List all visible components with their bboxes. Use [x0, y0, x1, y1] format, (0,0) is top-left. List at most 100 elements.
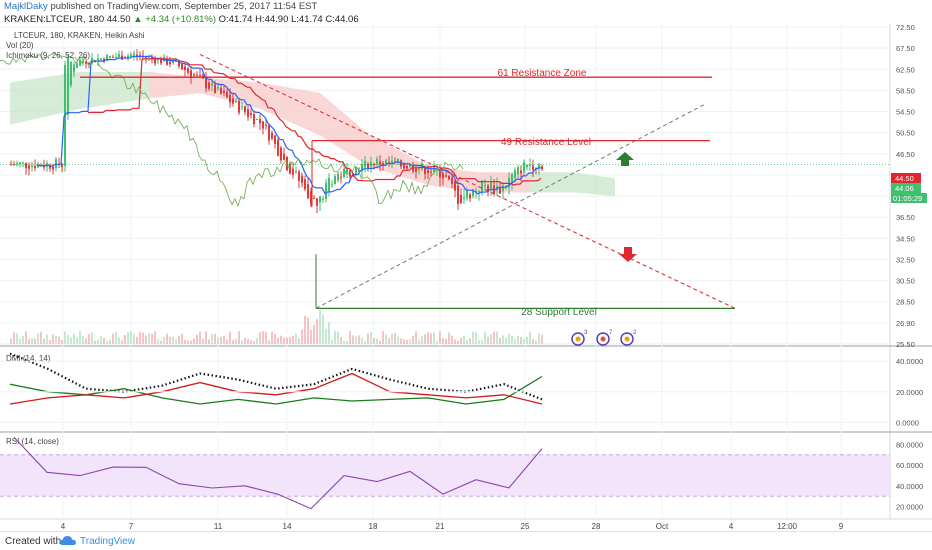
volume-bar [538, 333, 540, 344]
down-arrow-icon[interactable] [619, 247, 637, 262]
tradingview-brand-link[interactable]: TradingView [80, 536, 136, 547]
dmi-series-adx [9, 352, 543, 401]
price-tick-label: 58.50 [896, 86, 915, 95]
volume-bar [127, 331, 129, 344]
resistance-level-label[interactable]: 49 Resistance Level [501, 137, 591, 148]
support-level-label[interactable]: 28 Support Level [521, 307, 597, 318]
resistance-zone-label[interactable]: 61 Resistance Zone [498, 68, 587, 79]
volume-bar [289, 336, 291, 344]
volume-bar [169, 337, 171, 344]
up-arrow-icon[interactable] [616, 152, 634, 166]
volume-bar [157, 339, 159, 344]
candle-body [457, 185, 459, 204]
volume-bar [478, 340, 480, 344]
volume-bar [406, 339, 408, 344]
volume-bar [541, 334, 543, 344]
tradingview-logo-icon[interactable] [60, 535, 76, 547]
volume-bar [73, 333, 75, 344]
dmi-series-diplus [9, 375, 543, 405]
volume-bar [496, 331, 498, 344]
volume-bar [133, 334, 135, 344]
candle-body [232, 98, 234, 104]
volume-bar [301, 329, 303, 344]
rsi-band [0, 454, 890, 497]
volume-bar [325, 328, 327, 344]
volume-bar [217, 337, 219, 344]
publish-header: MajklDaky published on TradingView.com, … [4, 1, 317, 12]
rsi-axis[interactable]: 80.0000 60.0000 40.0000 20.0000 [896, 440, 923, 511]
candle-body [85, 61, 87, 64]
candle-body [451, 177, 453, 184]
price-tick-label: 46.50 [896, 150, 915, 159]
volume-bar [100, 336, 102, 344]
candle-body [412, 165, 414, 172]
chart-area[interactable]: 61 Resistance Zone 49 Resistance Level 2… [0, 24, 932, 531]
candle-body [223, 90, 225, 93]
volume-bar [97, 339, 99, 344]
volume-bar [499, 337, 501, 344]
time-axis[interactable]: 4 7 11 14 18 21 25 28 Oct 4 12:00 9 [61, 522, 844, 531]
volume-bar [448, 332, 450, 344]
candle-body [385, 160, 387, 165]
ichimoku-lines [0, 52, 542, 208]
volume-legend[interactable]: Vol (20) [6, 41, 34, 50]
dmi-legend[interactable]: DMI (14, 14) [6, 354, 51, 363]
candle-body [55, 159, 57, 169]
volume-bar [85, 338, 87, 344]
volume-bar [232, 340, 234, 344]
price-tick-label: 32.50 [896, 255, 915, 264]
candle-body [364, 160, 366, 168]
dmi-axis[interactable]: 40.0000 20.0000 0.0000 [0, 357, 923, 427]
rsi-series-line [13, 436, 543, 510]
candle-body [16, 163, 18, 165]
candle-body [403, 163, 405, 169]
time-tick-label: 4 [729, 522, 734, 531]
main-legend[interactable]: LTCEUR, 180, KRAKEN, Heikin Ashi [14, 31, 145, 40]
footer-bar: Created with TradingView [0, 531, 932, 550]
trend-drawings[interactable] [0, 54, 890, 309]
cloud-segment [320, 93, 370, 168]
candle-body [520, 170, 522, 174]
rsi-legend[interactable]: RSI (14, close) [6, 437, 59, 446]
volume-bar [424, 334, 426, 344]
volume-bar [88, 334, 90, 344]
event-badge-count: 7 [609, 330, 613, 336]
cloud-segment [150, 71, 200, 99]
event-badge[interactable]: 2 [620, 330, 637, 346]
volume-bar [271, 331, 273, 344]
cloud-segment [260, 82, 320, 136]
time-tick-label: 14 [283, 522, 292, 531]
candle-body [79, 60, 81, 66]
volume-bar [79, 331, 81, 344]
event-badge[interactable]: 3 [571, 330, 588, 346]
volume-bar [481, 339, 483, 344]
symbol-line: KRAKEN:LTCEUR, 180 44.50 [4, 14, 134, 25]
volume-bar [223, 335, 225, 344]
volume-bar [31, 338, 33, 344]
candle-body [184, 66, 186, 71]
volume-bar [58, 336, 60, 344]
candle-body [508, 177, 510, 188]
kijun-line [87, 58, 542, 186]
candle-body [346, 168, 348, 173]
candle-body [472, 189, 474, 197]
event-badge[interactable]: 7 [596, 330, 613, 346]
candle-body [115, 56, 117, 58]
volume-bar [487, 336, 489, 344]
candle-body [205, 76, 207, 89]
price-tick-label: 62.50 [896, 65, 915, 74]
candle-body [304, 179, 306, 190]
volume-bar [238, 331, 240, 344]
candle-body [361, 163, 363, 172]
volume-bar [43, 338, 45, 344]
ichimoku-legend[interactable]: Ichimoku (9, 26, 52, 26) [6, 51, 90, 60]
cloud-segment [530, 172, 575, 193]
candle-body [220, 87, 222, 94]
last-price-value: 44.50 [895, 174, 914, 183]
candle-body [325, 182, 327, 200]
volume-bar [469, 338, 471, 344]
candle-body [46, 163, 48, 167]
candle-body [10, 164, 12, 166]
author-link[interactable]: MajklDaky [4, 1, 48, 12]
candle-body [292, 168, 294, 175]
